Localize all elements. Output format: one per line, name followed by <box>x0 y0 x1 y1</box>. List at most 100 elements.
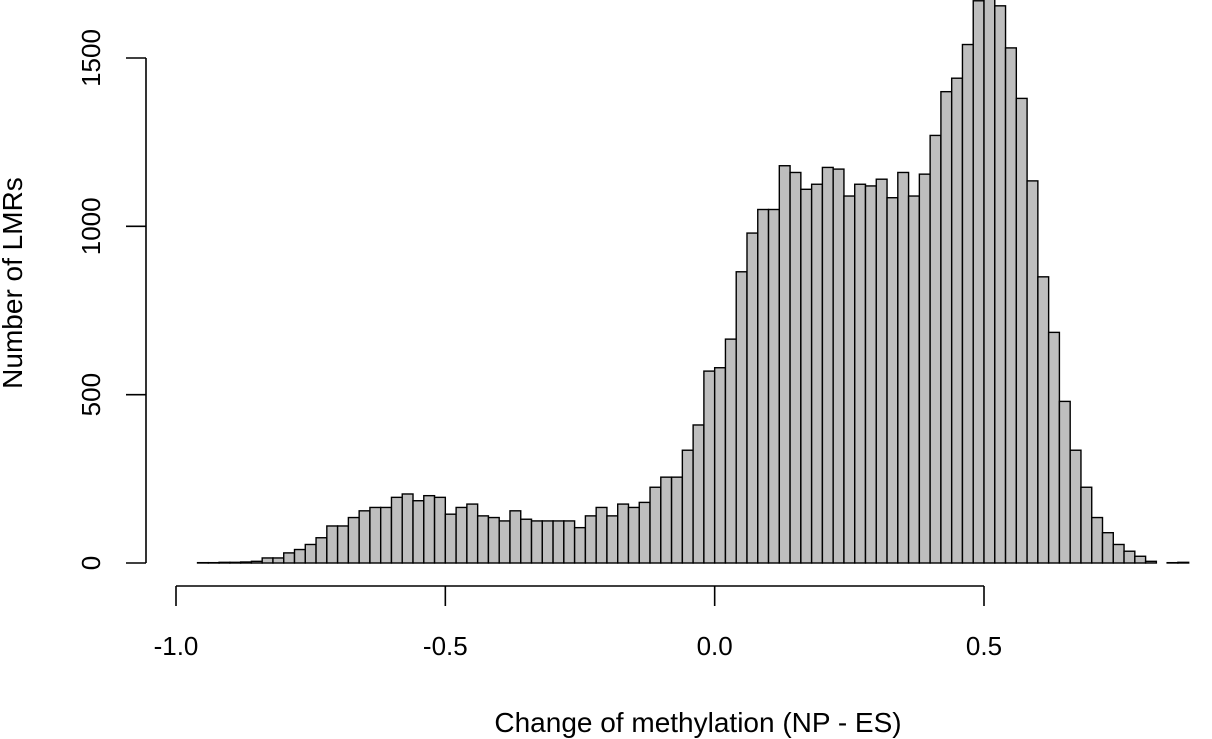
histogram-bar <box>1026 180 1039 564</box>
histogram-bar <box>918 173 931 564</box>
histogram-bar <box>509 510 522 564</box>
histogram-bar <box>1134 555 1147 564</box>
histogram-bar <box>649 486 662 564</box>
x-tick-label: -0.5 <box>423 631 468 661</box>
histogram-bar <box>950 77 964 564</box>
histogram-bar <box>1177 561 1190 564</box>
histogram-bar <box>369 506 382 564</box>
histogram-bar <box>757 208 770 564</box>
histogram-bar <box>1037 276 1050 564</box>
histogram-bar <box>1058 400 1071 564</box>
y-tick-label: 0 <box>76 556 106 570</box>
histogram-bar <box>800 188 813 564</box>
histogram-bar <box>573 526 587 564</box>
histogram-bar <box>875 178 888 564</box>
histogram-bar <box>617 503 630 564</box>
y-axis: 0 500 1000 1500 <box>76 29 147 570</box>
histogram-bar <box>584 515 597 564</box>
histogram-bar <box>670 476 684 564</box>
histogram-bar <box>563 520 576 564</box>
histogram-bar <box>746 232 759 564</box>
histogram-bar <box>994 5 1007 564</box>
histogram-bar <box>703 370 716 564</box>
histogram-bar <box>660 476 673 564</box>
histogram-bar <box>606 515 619 564</box>
x-tick-label: 0.0 <box>697 631 733 661</box>
histogram-bar <box>627 506 640 564</box>
histogram-bar <box>821 166 834 564</box>
histogram-bar <box>401 493 414 564</box>
histogram-bar <box>304 543 317 564</box>
histogram-bar <box>864 185 877 564</box>
histogram-bar <box>530 520 543 564</box>
histogram-bar <box>886 197 899 564</box>
y-tick-label: 1500 <box>76 29 106 87</box>
histogram-bar <box>789 171 802 564</box>
histogram-bar <box>972 0 985 564</box>
histogram-bar <box>487 516 500 564</box>
histogram-bar <box>778 165 791 564</box>
histogram-bar <box>595 506 608 564</box>
histogram-bar <box>261 557 274 564</box>
histogram-bar <box>1144 560 1158 564</box>
histogram-bar <box>1069 449 1082 564</box>
histogram-bar <box>390 496 403 564</box>
histogram-bar <box>961 43 974 564</box>
x-tick-label: 0.5 <box>966 631 1002 661</box>
x-axis: -1.0 -0.5 0.0 0.5 <box>154 585 1002 661</box>
histogram-bar <box>1101 532 1114 564</box>
histogram-bar <box>358 510 371 564</box>
histogram-bar <box>681 449 694 564</box>
histogram-bar <box>379 506 393 564</box>
histogram-bar <box>444 513 457 564</box>
histogram-bar <box>476 515 490 564</box>
histogram-bar <box>552 520 565 564</box>
histogram-bar <box>498 520 511 564</box>
x-tick-label: -1.0 <box>154 631 199 661</box>
histogram-bar <box>423 494 436 564</box>
histogram-bar <box>229 561 242 564</box>
histogram-bar <box>326 525 339 564</box>
histogram-bar <box>336 525 350 564</box>
histogram-bar <box>897 171 910 564</box>
histogram-bar <box>767 208 781 564</box>
histogram-bar <box>239 561 253 564</box>
histogram-bar <box>983 0 996 564</box>
histogram-bar <box>272 557 285 564</box>
histogram-bar <box>455 506 468 564</box>
histogram-bar <box>1112 543 1125 564</box>
x-axis-title: Change of methylation (NP - ES) <box>494 707 901 738</box>
histogram-bar <box>283 552 296 564</box>
histogram-bar <box>1091 516 1104 564</box>
y-tick-label: 1000 <box>76 197 106 255</box>
histogram-bar <box>250 560 263 564</box>
histogram-bar <box>713 367 727 564</box>
histogram-bar <box>466 503 479 564</box>
histogram-bar <box>832 168 845 564</box>
histogram-bar <box>907 195 921 564</box>
histogram-bar <box>810 183 824 564</box>
histogram-bar <box>315 537 328 564</box>
histogram-bar <box>735 271 748 564</box>
histogram-bar <box>724 338 737 564</box>
histogram-bar <box>541 520 554 564</box>
y-axis-title: Number of LMRs <box>0 177 28 389</box>
histogram-bar <box>347 516 360 564</box>
histogram-bar <box>854 183 867 564</box>
histogram-bar <box>843 195 856 564</box>
histogram-bar <box>1080 486 1093 564</box>
histogram-bar <box>692 424 705 564</box>
histogram-bar <box>1015 97 1028 564</box>
histogram-bar <box>638 501 651 564</box>
histogram-bar <box>520 518 533 564</box>
histogram-bar <box>1123 550 1136 564</box>
histogram-bar <box>412 500 425 564</box>
y-tick-label: 500 <box>76 373 106 416</box>
histogram-bar <box>929 134 942 564</box>
bars-group <box>196 0 1190 564</box>
histogram-bar <box>433 496 447 564</box>
histogram-bar <box>293 548 306 564</box>
histogram-bar <box>940 90 953 564</box>
